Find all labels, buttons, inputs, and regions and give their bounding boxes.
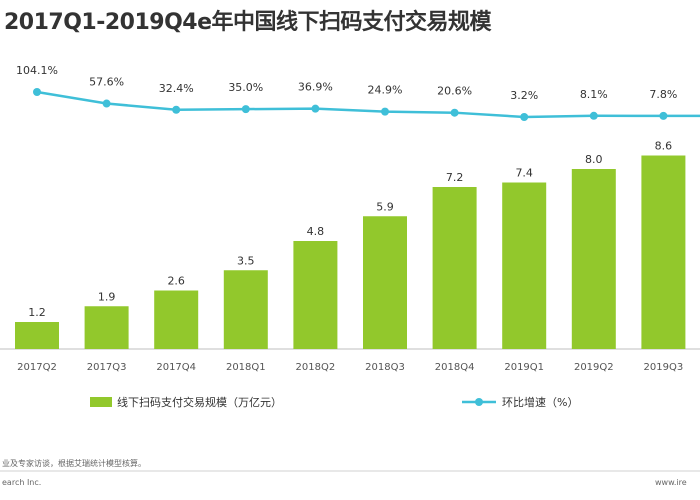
growth-rate-label: 36.9%: [298, 81, 333, 94]
growth-rate-point: [589, 111, 598, 120]
bar-2019Q2: [571, 169, 616, 349]
growth-rate-point: [311, 104, 320, 113]
growth-rate-label: 20.6%: [437, 85, 472, 98]
bar-2017Q2: [15, 322, 59, 349]
x-tick-label: 2017Q4: [156, 362, 196, 373]
bar-value-label: 8.0: [585, 153, 603, 166]
x-tick-label: 2018Q4: [435, 362, 475, 373]
chart-title: 2017Q1-2019Q4e年中国线下扫码支付交易规模: [4, 10, 492, 35]
bar-2019Q3: [641, 155, 686, 349]
x-tick-label: 2019Q2: [574, 362, 614, 373]
bar-2019Q1: [502, 182, 547, 349]
growth-rate-label: 32.4%: [159, 82, 194, 95]
growth-rate-point: [172, 105, 181, 114]
growth-rate-point: [659, 111, 668, 120]
growth-rate-label: 3.2%: [510, 89, 538, 102]
growth-rate-point: [520, 113, 529, 121]
bar-value-label: 5.9: [376, 200, 394, 213]
bar-value-label: 7.2: [446, 171, 464, 184]
growth-rate-label: 24.9%: [368, 84, 403, 97]
growth-rate-label: 57.6%: [89, 76, 124, 89]
bar-value-label: 8.6: [655, 140, 673, 153]
x-tick-label: 2017Q3: [87, 362, 127, 373]
website-note: www.ire: [655, 478, 687, 487]
growth-rate-label: 35.0%: [228, 81, 263, 94]
x-tick-label: 2019Q1: [504, 362, 544, 373]
bar-2018Q2: [293, 241, 338, 349]
company-note: earch Inc.: [2, 478, 42, 487]
legend-line-marker: [475, 398, 483, 406]
source-note: 业及专家访谈，根据艾瑞统计模型核算。: [2, 459, 146, 468]
bar-value-label: 3.5: [237, 254, 255, 267]
growth-rate-label: 104.1%: [16, 64, 58, 77]
growth-rate-point: [33, 88, 41, 96]
bar-2018Q4: [432, 187, 477, 349]
bar-2018Q3: [363, 216, 407, 349]
legend-bar-label: 线下扫码支付交易规模（万亿元）: [117, 395, 282, 409]
bar-value-label: 1.2: [28, 306, 46, 319]
legend-line-label: 环比增速（%）: [502, 395, 578, 409]
bar-value-label: 2.6: [167, 275, 185, 288]
growth-rate-point: [102, 99, 111, 108]
bar-2017Q4: [154, 290, 199, 349]
x-tick-label: 2017Q2: [17, 362, 57, 373]
bar-2017Q3: [84, 306, 129, 349]
growth-rate-point: [450, 108, 459, 117]
bar-2018Q1: [223, 270, 268, 349]
x-tick-label: 2018Q2: [296, 362, 336, 373]
x-tick-label: 2019Q3: [644, 362, 684, 373]
bar-value-label: 1.9: [98, 290, 116, 303]
growth-rate-point: [381, 107, 389, 116]
legend-bar-swatch: [90, 397, 112, 407]
bar-value-label: 7.4: [515, 167, 533, 180]
growth-rate-label: 8.1%: [580, 88, 608, 101]
bar-value-label: 4.8: [307, 225, 325, 238]
x-tick-label: 2018Q1: [226, 362, 266, 373]
x-tick-label: 2018Q3: [365, 362, 405, 373]
growth-rate-label: 7.8%: [649, 88, 677, 101]
growth-rate-point: [241, 105, 250, 114]
